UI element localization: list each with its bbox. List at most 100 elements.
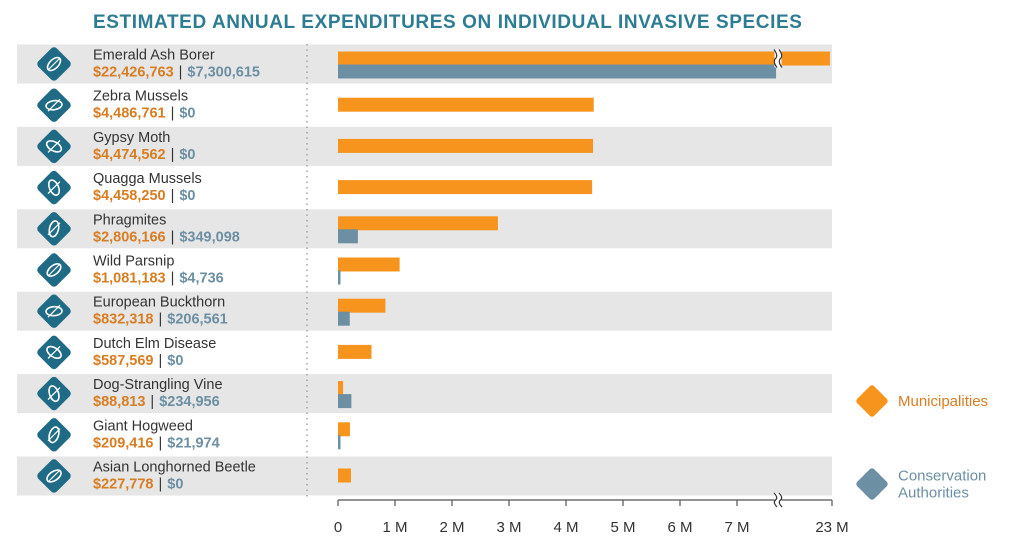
value-conservation: $234,956 <box>159 394 219 410</box>
value-separator: | <box>158 435 162 451</box>
bar-municipalities-quagga-mussels <box>338 180 593 195</box>
chart-title: ESTIMATED ANNUAL EXPENDITURES ON INDIVID… <box>93 12 803 33</box>
icon-motif-line <box>47 181 61 195</box>
value-conservation: $349,098 <box>179 229 239 245</box>
zebra-mussel-icon <box>37 88 71 122</box>
value-label-dog-strangling-vine: $88,813 | $234,956 <box>93 394 220 410</box>
gypsy-moth-icon <box>37 129 71 164</box>
icon-motif-line <box>47 387 61 401</box>
value-conservation: $0 <box>179 188 195 204</box>
value-label-dutch-elm-disease: $587,569 | $0 <box>93 353 183 369</box>
value-conservation: $7,300,615 <box>187 65 260 81</box>
icon-motif-line <box>47 98 61 112</box>
value-municipalities: $1,081,183 <box>93 271 166 287</box>
value-municipalities: $2,806,166 <box>93 229 166 245</box>
value-conservation: $0 <box>179 106 195 122</box>
bar-conservation-european-buckthorn <box>338 311 350 326</box>
bar-municipalities-zebra-mussels <box>338 97 594 112</box>
bar-municipalities-asian-longhorned-beetle <box>338 468 351 483</box>
x-tick-label: 5 M <box>610 519 635 536</box>
x-tick-label: 4 M <box>553 519 578 536</box>
row-band <box>17 456 832 496</box>
bar-conservation-wild-parsnip <box>338 270 341 285</box>
value-label-giant-hogweed: $209,416 | $21,974 <box>93 435 220 451</box>
value-conservation: $0 <box>167 353 183 369</box>
legend-label-line: Authorities <box>898 485 969 502</box>
dog-strangling-vine-icon <box>37 376 71 411</box>
legend-diamond-icon <box>856 385 888 417</box>
icon-motif-line <box>47 304 61 318</box>
value-label-asian-longhorned-beetle: $227,778 | $0 <box>93 477 183 493</box>
category-label-quagga-mussels: Quagga Mussels <box>93 171 202 187</box>
wild-parsnip-icon <box>37 253 71 287</box>
phragmites-reed-icon <box>37 212 71 246</box>
icon-motif <box>46 263 62 277</box>
x-tick-label: 3 M <box>496 519 521 536</box>
icon-motif <box>46 469 62 483</box>
axis-break-line <box>778 49 783 68</box>
legend-label-line: Conservation <box>898 468 986 485</box>
bar-break-mark <box>773 49 783 68</box>
ash-borer-beetle-icon <box>37 47 71 81</box>
value-separator: | <box>158 312 162 328</box>
value-conservation: $0 <box>167 477 183 493</box>
icon-motif <box>45 140 63 153</box>
legend-diamond-icon <box>856 468 888 500</box>
legend-label-conservation-authorities: Conservation Authorities <box>898 468 986 502</box>
value-label-emerald-ash-borer: $22,426,763 | $7,300,615 <box>93 65 260 81</box>
value-separator: | <box>171 106 175 122</box>
icon-motif <box>46 345 62 360</box>
bar-municipalities-gypsy-moth <box>338 138 594 153</box>
bar-conservation-giant-hogweed <box>338 435 341 450</box>
axis-break-gap <box>774 493 782 507</box>
icon-motif <box>47 179 61 196</box>
value-separator: | <box>158 477 162 493</box>
x-tick-label: 23 M <box>815 519 848 536</box>
x-tick-label: 7 M <box>724 519 749 536</box>
bar-municipalities-phragmites <box>338 216 498 231</box>
elm-leaf-icon <box>37 335 71 370</box>
value-municipalities: $4,486,761 <box>93 106 166 122</box>
value-municipalities: $88,813 <box>93 394 145 410</box>
category-label-dutch-elm-disease: Dutch Elm Disease <box>93 336 216 352</box>
value-separator: | <box>171 271 175 287</box>
value-separator: | <box>158 353 162 369</box>
value-municipalities: $832,318 <box>93 312 153 328</box>
icon-motif-line <box>47 428 61 442</box>
bar-municipalities-dutch-elm-disease <box>338 344 372 359</box>
row-band <box>17 374 832 414</box>
value-conservation: $21,974 <box>167 435 219 451</box>
bar-municipalities-emerald-ash-borer <box>338 51 830 66</box>
category-label-wild-parsnip: Wild Parsnip <box>93 254 174 270</box>
category-label-gypsy-moth: Gypsy Moth <box>93 130 170 146</box>
legend-label-line: Municipalities <box>898 393 988 410</box>
axis-break-line <box>773 49 778 68</box>
legend-label-municipalities: Municipalities <box>898 393 988 410</box>
value-label-zebra-mussels: $4,486,761 | $0 <box>93 106 196 122</box>
axis-break-line <box>778 492 783 508</box>
icon-motif-line <box>47 222 61 236</box>
category-label-european-buckthorn: European Buckthorn <box>93 295 225 311</box>
bar-conservation-emerald-ash-borer <box>338 64 777 79</box>
value-municipalities: $22,426,763 <box>93 65 174 81</box>
x-tick-label: 6 M <box>667 519 692 536</box>
value-municipalities: $587,569 <box>93 353 153 369</box>
bar-municipalities-dog-strangling-vine <box>338 381 344 396</box>
icon-motif-line <box>47 263 61 277</box>
value-separator: | <box>150 394 154 410</box>
value-label-european-buckthorn: $832,318 | $206,561 <box>93 312 228 328</box>
axis-break-gap <box>774 49 782 68</box>
value-label-quagga-mussels: $4,458,250 | $0 <box>93 188 196 204</box>
value-label-wild-parsnip: $1,081,183 | $4,736 <box>93 271 224 287</box>
axis-break-line <box>773 492 778 508</box>
bar-conservation-phragmites <box>338 229 358 244</box>
row-band <box>17 291 832 331</box>
value-separator: | <box>171 147 175 163</box>
quagga-mussel-icon <box>37 170 71 205</box>
icon-motif <box>45 99 63 111</box>
value-conservation: $4,736 <box>179 271 223 287</box>
value-municipalities: $209,416 <box>93 435 153 451</box>
icon-motif-line <box>47 139 61 153</box>
value-separator: | <box>171 188 175 204</box>
